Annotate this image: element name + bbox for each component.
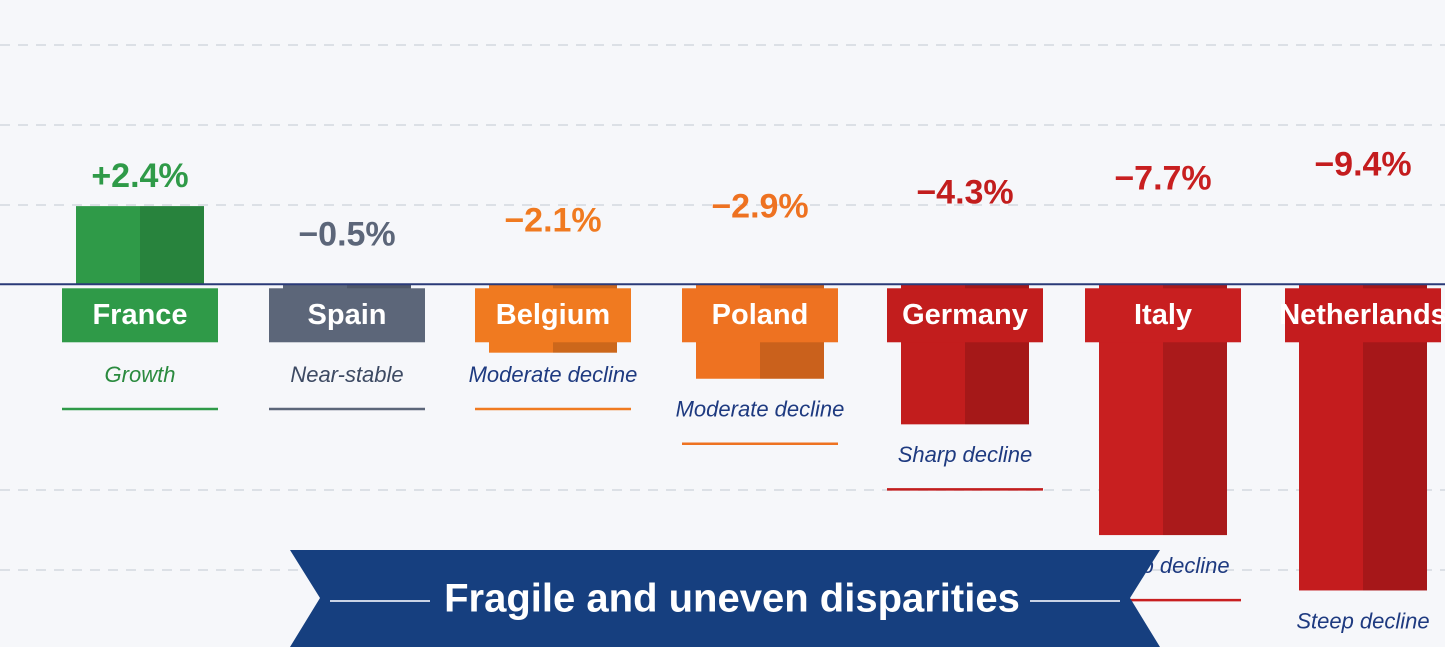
value-label: +2.4% <box>91 157 188 195</box>
descriptor: Near-stable <box>290 362 403 387</box>
bars: +2.4% −0.5% −2.1% −2.9% −4.3% −7.7% −9.4% Franc… <box>0 145 1445 633</box>
category-box <box>1085 288 1241 343</box>
category-label: France <box>92 299 187 331</box>
value-label: −9.4% <box>1314 145 1411 183</box>
category-box <box>887 288 1043 343</box>
category-box <box>475 288 631 343</box>
category-box <box>62 288 218 343</box>
category-box <box>1285 288 1441 343</box>
category-label: Italy <box>1134 299 1192 331</box>
value-label: −2.1% <box>504 201 601 239</box>
category-label: Netherlands <box>1279 299 1445 331</box>
bar <box>76 206 204 285</box>
descriptor: Steep decline <box>1296 608 1429 633</box>
category-label: Spain <box>308 299 387 331</box>
category-box <box>682 288 838 343</box>
descriptor: Moderate decline <box>676 397 845 422</box>
descriptor: Sharp decline <box>898 442 1033 467</box>
bar-shade <box>140 206 204 285</box>
category-label: Belgium <box>496 299 610 331</box>
banner-text: Fragile and uneven disparities <box>444 577 1020 621</box>
category-label: Poland <box>712 299 809 331</box>
value-label: −4.3% <box>916 173 1013 211</box>
descriptor: Moderate decline <box>469 362 638 387</box>
banner <box>290 550 1160 647</box>
descriptor: Growth <box>105 362 176 387</box>
value-label: −2.9% <box>711 187 808 225</box>
value-label: −0.5% <box>298 215 395 253</box>
category-box <box>269 288 425 343</box>
category-label: Germany <box>902 299 1028 331</box>
value-label: −7.7% <box>1114 159 1211 197</box>
